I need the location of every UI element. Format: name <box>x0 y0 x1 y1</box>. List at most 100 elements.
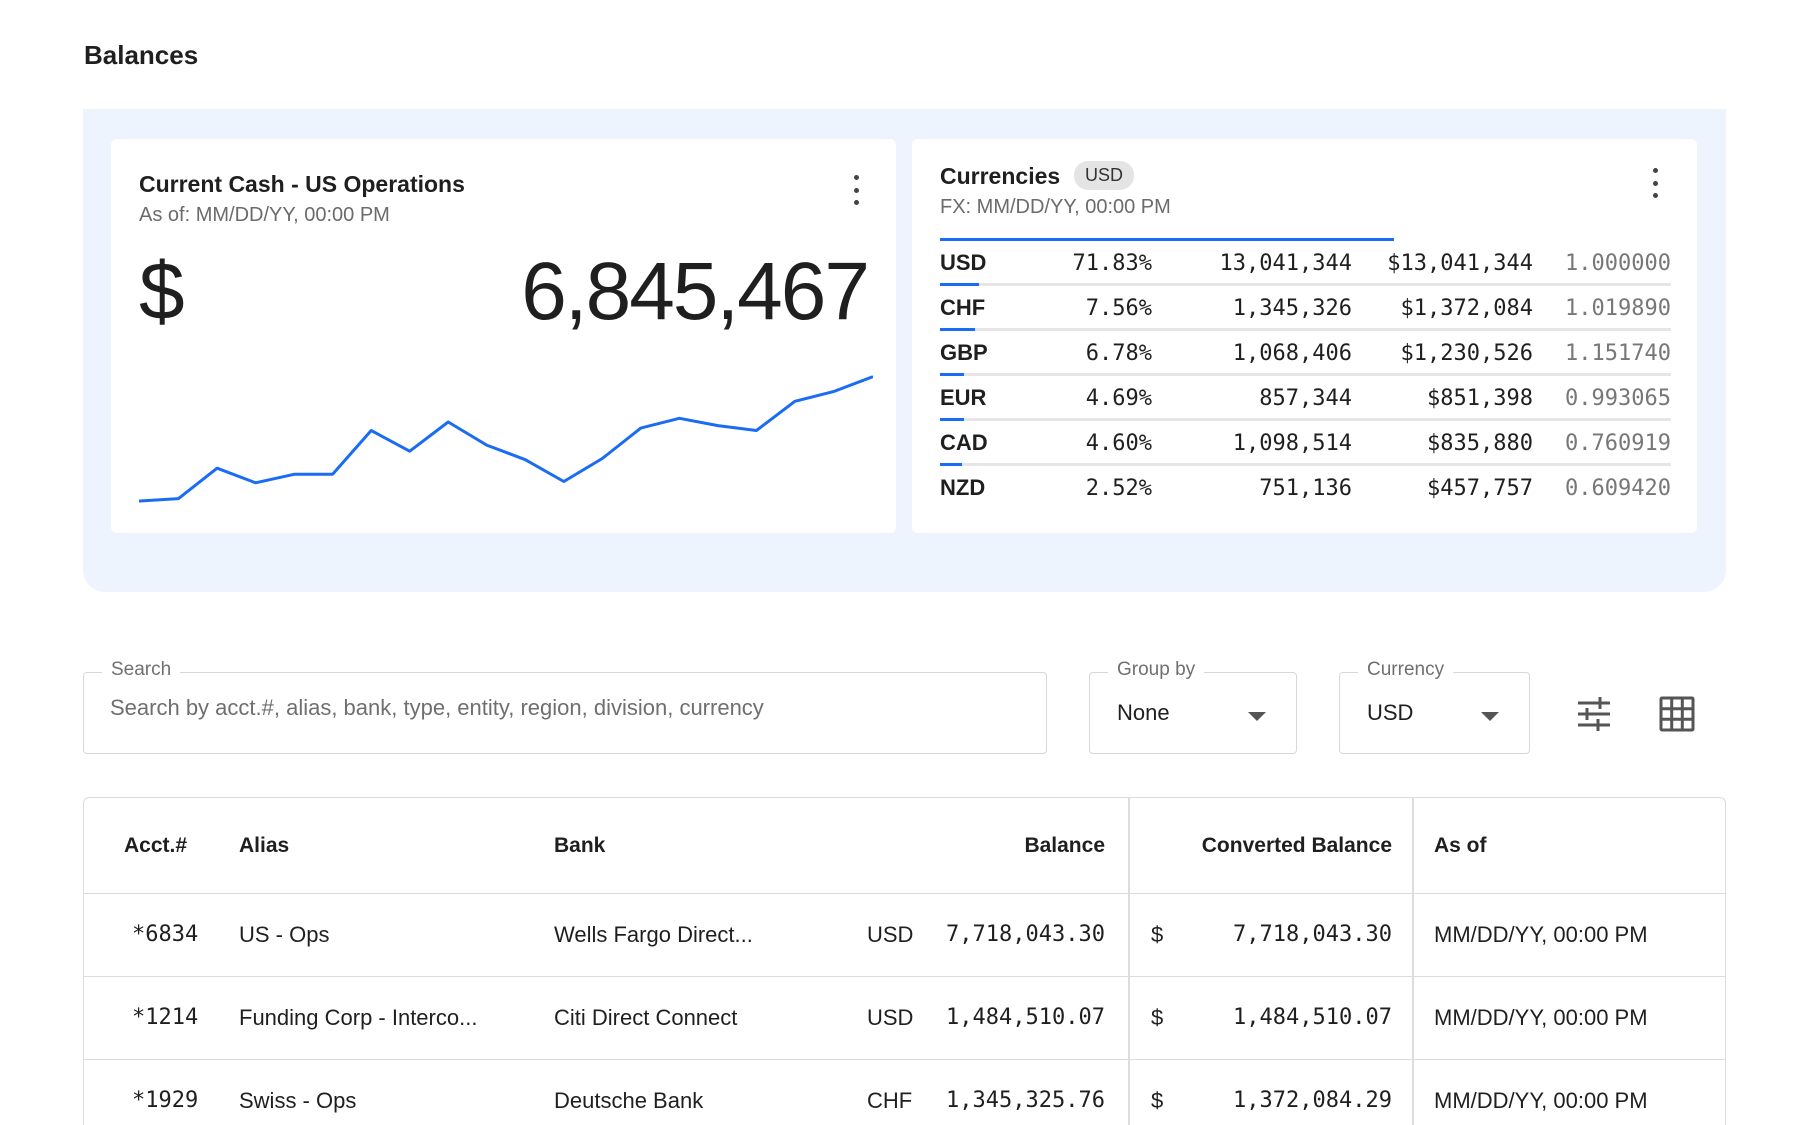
currency-code: CAD <box>940 430 988 455</box>
cash-trend-sparkline <box>139 375 873 503</box>
currency-code: EUR <box>940 385 987 410</box>
chevron-down-icon <box>1248 712 1266 721</box>
currencies-card-more-icon[interactable] <box>1649 168 1661 198</box>
bank-cell: Wells Fargo Direct... <box>554 922 753 947</box>
currency-row[interactable]: NZD 2.52% 751,136 $457,757 0.609420 <box>940 463 1671 511</box>
table-row[interactable]: *6834 US - Ops Wells Fargo Direct... USD 7,7… <box>84 894 1725 977</box>
cash-trend-line <box>139 375 873 503</box>
accounts-table: Acct.# Alias Bank Balance Converted Bala… <box>83 797 1726 1125</box>
currency-share-bar <box>940 373 964 376</box>
group-by-label: Group by <box>1108 659 1205 681</box>
currency-cell: USD <box>867 922 914 947</box>
alias-cell: Swiss - Ops <box>239 1088 357 1113</box>
currency-percent: 6.78% <box>1085 341 1152 366</box>
currency-fx-rate: 0.993065 <box>1565 386 1671 411</box>
alias-cell: Funding Corp - Interco... <box>239 1005 478 1030</box>
currency-row[interactable]: CHF 7.56% 1,345,326 $1,372,084 1.019890 <box>940 283 1671 331</box>
currency-converted: $1,372,084 <box>1400 296 1533 321</box>
currency-converted: $457,757 <box>1427 476 1533 501</box>
grid-view-icon[interactable] <box>1657 694 1697 734</box>
acct-cell: *6834 <box>132 922 199 947</box>
currency-fx-rate: 1.019890 <box>1565 296 1671 321</box>
currency-fx-rate: 1.000000 <box>1565 251 1671 276</box>
header-bank[interactable]: Bank <box>554 834 606 857</box>
converted-symbol-cell: $ <box>1151 1005 1164 1030</box>
acct-cell: *1214 <box>132 1005 199 1030</box>
currency-amount: 751,136 <box>1259 476 1352 501</box>
converted-cell: 1,484,510.07 <box>1233 1005 1392 1030</box>
currency-converted: $851,398 <box>1427 386 1533 411</box>
currency-row[interactable]: GBP 6.78% 1,068,406 $1,230,526 1.151740 <box>940 328 1671 376</box>
tune-icon[interactable] <box>1574 694 1614 734</box>
group-by-value: None <box>1117 700 1170 725</box>
currency-fx-rate: 0.760919 <box>1565 431 1671 456</box>
currency-share-bar <box>940 283 979 286</box>
search-field[interactable]: Search <box>83 659 1047 754</box>
currencies-base-badge: USD <box>1074 161 1135 190</box>
currency-share-bar <box>940 418 964 421</box>
header-balance[interactable]: Balance <box>1024 834 1105 857</box>
currency-cell: USD <box>867 1005 914 1030</box>
currency-breakdown-table: USD 71.83% 13,041,344 $13,041,344 1.000000 CH… <box>940 238 1671 511</box>
cash-total-value: 6,845,467 <box>521 246 870 337</box>
currency-code: USD <box>940 250 987 275</box>
currencies-card-title: Currencies <box>940 163 1061 189</box>
currency-row[interactable]: CAD 4.60% 1,098,514 $835,880 0.760919 <box>940 418 1671 466</box>
currency-share-bar <box>940 238 1395 241</box>
table-header-row: Acct.# Alias Bank Balance Converted Bala… <box>84 798 1725 894</box>
currencies-card: Currencies USD FX: MM/DD/YY, 00:00 PM US… <box>912 139 1697 533</box>
balance-cell: 1,484,510.07 <box>946 1005 1105 1030</box>
balance-cell: 7,718,043.30 <box>946 922 1105 947</box>
currency-amount: 13,041,344 <box>1219 251 1352 276</box>
cash-card-as-of: As of: MM/DD/YY, 00:00 PM <box>139 204 390 226</box>
currency-code: NZD <box>940 475 986 500</box>
currency-percent: 2.52% <box>1085 476 1152 501</box>
header-alias[interactable]: Alias <box>239 834 290 857</box>
currency-fx-rate: 0.609420 <box>1565 476 1671 501</box>
summary-panel: Current Cash - US Operations As of: MM/D… <box>83 109 1726 592</box>
currency-amount: 857,344 <box>1259 386 1352 411</box>
cash-card-more-icon[interactable] <box>850 175 862 205</box>
currency-amount: 1,068,406 <box>1232 341 1352 366</box>
currency-cell: CHF <box>867 1088 913 1113</box>
as-of-cell: MM/DD/YY, 00:00 PM <box>1434 1088 1648 1113</box>
converted-cell: 1,372,084.29 <box>1233 1088 1392 1113</box>
bank-cell: Citi Direct Connect <box>554 1005 738 1030</box>
header-acct[interactable]: Acct.# <box>124 834 188 857</box>
currency-value: USD <box>1367 700 1414 725</box>
table-row[interactable]: *1929 Swiss - Ops Deutsche Bank CHF 1,345,32… <box>84 1060 1725 1125</box>
page-title: Balances <box>84 40 199 70</box>
converted-cell: 7,718,043.30 <box>1233 922 1392 947</box>
current-cash-card: Current Cash - US Operations As of: MM/D… <box>111 139 896 533</box>
currency-code: CHF <box>940 295 986 320</box>
bank-cell: Deutsche Bank <box>554 1088 704 1113</box>
currency-converted: $1,230,526 <box>1400 341 1533 366</box>
currency-share-bar <box>940 463 962 466</box>
column-divider <box>1128 798 1130 1125</box>
cash-currency-symbol: $ <box>139 246 185 337</box>
group-by-select[interactable]: Group by None <box>1089 659 1297 754</box>
currency-percent: 71.83% <box>1072 251 1152 276</box>
converted-symbol-cell: $ <box>1151 922 1164 947</box>
header-as-of[interactable]: As of <box>1434 834 1487 857</box>
header-converted-balance[interactable]: Converted Balance <box>1201 834 1392 857</box>
currency-select[interactable]: Currency USD <box>1339 659 1530 754</box>
currency-row[interactable]: EUR 4.69% 857,344 $851,398 0.993065 <box>940 373 1671 421</box>
table-row[interactable]: *1214 Funding Corp - Interco... Citi Direc… <box>84 977 1725 1060</box>
converted-symbol-cell: $ <box>1151 1088 1164 1113</box>
currency-row[interactable]: USD 71.83% 13,041,344 $13,041,344 1.000000 <box>940 238 1671 286</box>
as-of-cell: MM/DD/YY, 00:00 PM <box>1434 922 1648 947</box>
currency-amount: 1,345,326 <box>1232 296 1352 321</box>
chevron-down-icon <box>1481 712 1499 721</box>
currency-amount: 1,098,514 <box>1232 431 1352 456</box>
currency-converted: $835,880 <box>1427 431 1533 456</box>
currency-converted: $13,041,344 <box>1387 251 1533 276</box>
cash-card-title: Current Cash - US Operations <box>139 171 465 197</box>
currency-percent: 4.60% <box>1085 431 1152 456</box>
acct-cell: *1929 <box>132 1088 199 1113</box>
search-input[interactable] <box>110 695 1010 721</box>
currency-label: Currency <box>1358 659 1454 681</box>
column-divider <box>1412 798 1414 1125</box>
balance-cell: 1,345,325.76 <box>946 1088 1105 1113</box>
currency-fx-rate: 1.151740 <box>1565 341 1671 366</box>
